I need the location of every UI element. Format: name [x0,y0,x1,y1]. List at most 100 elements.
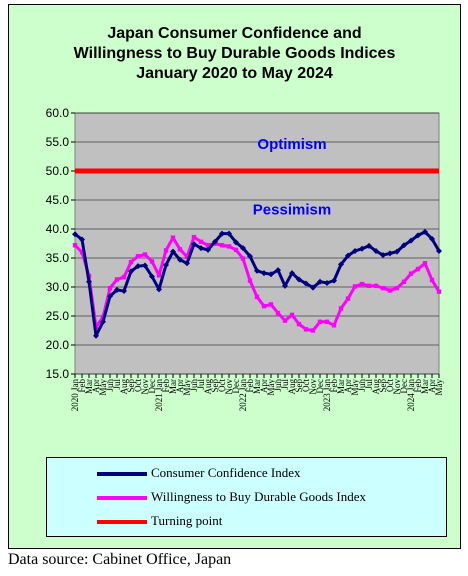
xtick-label-27: Apr [259,379,269,393]
legend-swatch-durable [97,496,147,500]
data-point-confidence-39 [345,252,351,259]
xtick-label-41: Jun [357,379,367,392]
data-point-confidence-33 [303,280,309,287]
data-point-durable-34 [310,328,316,333]
legend-label-durable: Willingness to Buy Durable Goods Index [151,489,367,504]
xtick-label-31: Aug [287,379,297,395]
optimism-annotation: Optimism [257,136,326,153]
data-point-confidence-36 [324,279,330,286]
data-point-confidence-51 [429,235,435,242]
data-point-confidence-21 [219,230,225,237]
source-note: Data source: Cabinet Office, Japan [8,551,232,568]
data-point-durable-37 [331,323,337,328]
data-point-durable-36 [324,319,330,324]
data-point-durable-30 [282,318,288,323]
xtick-label-20: Sep [210,379,220,393]
data-point-confidence-32 [296,276,302,283]
xtick-label-0: 2020 Jan [70,379,80,412]
data-point-durable-51 [429,277,435,283]
data-point-confidence-29 [275,267,281,274]
xtick-label-51: Apr [427,379,437,393]
xtick-label-28: May [266,379,276,396]
data-point-durable-44 [380,285,386,291]
ytick-label-7: 50.0 [46,164,70,178]
xtick-label-45: Oct [385,379,395,392]
data-point-confidence-2 [86,278,92,285]
data-point-durable-26 [254,294,260,300]
chart-title-line-3: January 2020 to May 2024 [136,65,333,82]
data-point-confidence-43 [373,248,379,255]
data-point-durable-28 [268,302,274,307]
data-point-durable-14 [170,235,176,240]
xtick-label-8: Sep [126,379,136,393]
data-point-durable-35 [317,319,323,324]
data-point-durable-0 [72,243,78,248]
xtick-label-30: Jul [280,379,290,390]
data-point-confidence-22 [226,230,232,237]
data-point-durable-49 [415,266,421,272]
data-point-durable-21 [219,243,225,248]
data-point-confidence-34 [310,284,316,291]
data-point-confidence-20 [212,238,218,245]
xtick-label-26: Mar [252,379,262,394]
data-point-confidence-35 [317,278,323,285]
data-point-durable-50 [422,261,428,266]
ytick-label-1: 20.0 [46,338,70,352]
data-point-confidence-27 [261,270,267,277]
xtick-label-7: Aug [119,379,129,395]
data-point-durable-1 [79,250,85,255]
data-point-confidence-18 [198,245,204,252]
data-point-durable-17 [191,234,197,240]
data-point-durable-11 [149,259,155,264]
xtick-label-17: Jun [189,379,199,392]
data-point-confidence-40 [352,248,358,255]
ytick-label-9: 60.0 [46,106,70,120]
data-point-confidence-41 [359,245,365,252]
data-point-durable-31 [289,312,295,318]
data-point-durable-25 [247,278,253,283]
data-point-confidence-46 [394,248,400,255]
data-point-durable-23 [233,247,239,253]
xtick-label-1: Feb [77,379,87,393]
legend-label-confidence: Consumer Confidence Index [151,465,301,480]
legend-item-turning-point: Turning point [47,510,446,532]
data-point-confidence-3 [93,332,99,339]
data-point-confidence-45 [387,250,393,257]
data-point-confidence-25 [247,253,253,260]
data-point-durable-8 [128,259,134,265]
line-chart: 15.0 20.0 25.0 30.0 35.0 40.0 45.0 50.0 55.0 60.0… [46,106,444,411]
data-point-confidence-14 [170,248,176,255]
x-axis-tick-labels: 2020 JanFebMarAprMayJunJulAugSepOctNovDe… [70,374,444,411]
xtick-label-22: Nov [224,379,234,395]
xtick-label-2: Mar [84,379,94,394]
xtick-label-12: 2021 Jan [154,379,164,412]
xtick-label-5: Jun [105,379,115,392]
data-point-durable-12 [156,273,162,278]
data-point-confidence-11 [149,273,155,280]
data-point-durable-9 [135,254,141,259]
xtick-label-33: Oct [301,379,311,392]
legend: Consumer Confidence Index Willingness to… [46,457,447,537]
xtick-label-36: 2023 Jan [322,379,332,412]
data-point-durable-5 [107,285,113,291]
data-point-durable-7 [121,274,127,280]
ytick-label-0: 15.0 [46,367,70,381]
series-lines [72,168,442,339]
xtick-label-3: Apr [91,379,101,393]
data-point-durable-10 [142,252,148,257]
data-point-durable-16 [184,254,190,260]
data-point-durable-15 [177,247,183,252]
data-point-confidence-19 [205,246,211,253]
xtick-label-47: Dec [399,379,409,394]
data-point-durable-42 [366,283,372,289]
data-point-confidence-15 [177,256,183,263]
data-point-confidence-1 [79,236,85,243]
xtick-label-37: Feb [329,379,339,393]
chart-title-line-1: Japan Consumer Confidence and [107,25,362,42]
pessimism-annotation: Pessimism [253,202,331,219]
ytick-label-6: 45.0 [46,193,70,207]
data-point-confidence-26 [254,267,260,274]
data-point-durable-47 [401,279,407,284]
xtick-label-9: Oct [133,379,143,392]
data-point-confidence-6 [114,286,120,293]
